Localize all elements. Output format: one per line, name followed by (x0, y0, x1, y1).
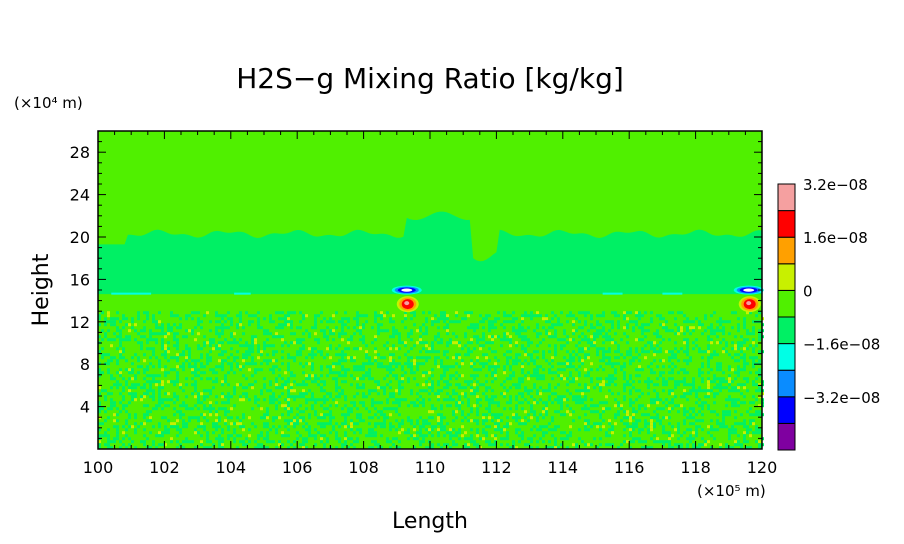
colorbar-swatch-4 (777, 316, 796, 345)
speckle-texture (98, 311, 764, 450)
x-tick-label-120: 120 (747, 458, 778, 477)
x-tick-label-118: 118 (680, 458, 711, 477)
colorbar-label-5: 0 (803, 282, 813, 300)
colorbar-swatch-0 (777, 422, 796, 451)
colorbar-label-3: −1.6e−08 (803, 336, 880, 354)
x-unit-label: (×10⁵ m) (697, 482, 766, 500)
y-unit-label: (×10⁴ m) (14, 94, 83, 112)
colorbar: −3.2e−08 −1.6e−08 0 1.6e−08 3.2e−08 (777, 176, 880, 451)
colorbar-swatch-1 (777, 396, 796, 424)
dipole-feature-1 (391, 285, 422, 313)
colorbar-label-7: 1.6e−08 (803, 229, 868, 247)
mid-band (98, 211, 762, 295)
band-dashes (111, 292, 683, 295)
x-tick-label-100: 100 (83, 458, 114, 477)
chart-title: H2S−g Mixing Ratio [kg/kg] (236, 62, 624, 95)
y-tick-label-12: 12 (70, 313, 90, 332)
y-axis-title: Height (29, 253, 54, 326)
y-tick-label-8: 8 (80, 355, 90, 374)
x-tick-label-114: 114 (548, 458, 579, 477)
y-tick-label-20: 20 (70, 228, 90, 247)
x-axis: 100 102 104 106 108 110 112 114 116 118 120 (83, 131, 778, 477)
x-tick-label-112: 112 (481, 458, 512, 477)
dipole-feature-2 (733, 285, 764, 313)
x-tick-label-104: 104 (216, 458, 247, 477)
colorbar-swatch-5 (777, 289, 796, 318)
x-tick-label-110: 110 (415, 458, 446, 477)
x-tick-label-106: 106 (282, 458, 313, 477)
x-tick-label-116: 116 (614, 458, 645, 477)
band-base-strip (98, 294, 762, 298)
colorbar-swatch-6 (777, 263, 796, 291)
colorbar-swatch-9 (777, 183, 796, 212)
y-tick-label-24: 24 (70, 186, 90, 205)
y-tick-label-28: 28 (70, 143, 90, 162)
colorbar-label-1: −3.2e−08 (803, 389, 880, 407)
colorbar-swatch-7 (777, 236, 796, 265)
x-tick-label-102: 102 (149, 458, 180, 477)
y-tick-label-4: 4 (80, 398, 90, 417)
x-tick-label-108: 108 (348, 458, 379, 477)
x-axis-title: Length (392, 509, 468, 534)
y-tick-label-16: 16 (70, 270, 90, 289)
y-axis: 4 8 12 16 20 24 28 (70, 130, 762, 450)
colorbar-label-9: 3.2e−08 (803, 176, 868, 194)
colorbar-swatch-8 (777, 210, 796, 238)
colorbar-swatch-3 (777, 343, 796, 371)
plot-area (97, 130, 764, 450)
colorbar-swatch-2 (777, 369, 796, 398)
